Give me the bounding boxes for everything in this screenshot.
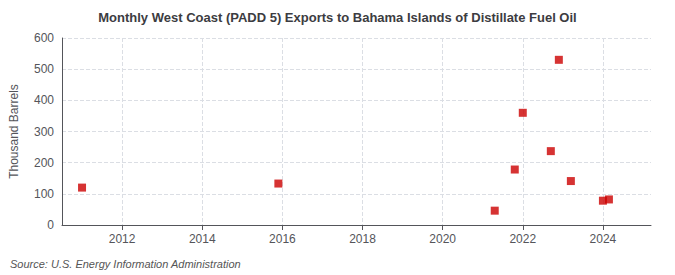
- svg-text:Source: U.S. Energy Informatio: Source: U.S. Energy Information Administ…: [10, 258, 241, 270]
- svg-text:2024: 2024: [590, 232, 617, 246]
- svg-text:400: 400: [34, 93, 54, 107]
- svg-text:0: 0: [47, 218, 54, 232]
- svg-text:200: 200: [34, 156, 54, 170]
- svg-text:2022: 2022: [509, 232, 536, 246]
- svg-text:Monthly West Coast (PADD 5) Ex: Monthly West Coast (PADD 5) Exports to B…: [98, 10, 576, 25]
- svg-text:2014: 2014: [189, 232, 216, 246]
- svg-text:2020: 2020: [429, 232, 456, 246]
- svg-text:500: 500: [34, 62, 54, 76]
- svg-text:2012: 2012: [109, 232, 136, 246]
- svg-text:600: 600: [34, 31, 54, 45]
- svg-text:2016: 2016: [269, 232, 296, 246]
- svg-text:2018: 2018: [349, 232, 376, 246]
- svg-text:100: 100: [34, 187, 54, 201]
- svg-text:Thousand Barrels: Thousand Barrels: [7, 84, 21, 179]
- svg-text:300: 300: [34, 125, 54, 139]
